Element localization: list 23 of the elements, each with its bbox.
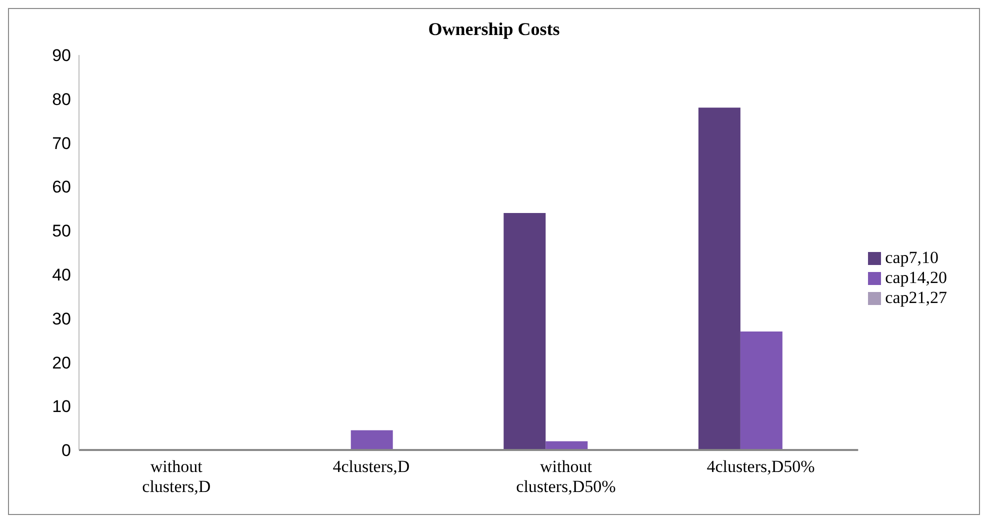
y-tick-label: 60 — [52, 178, 71, 197]
bar — [546, 441, 588, 450]
y-tick-label: 20 — [52, 353, 71, 372]
y-tick-label: 70 — [52, 134, 71, 153]
x-tick-label: without clusters,D — [142, 457, 211, 496]
y-tick-label: 40 — [52, 265, 71, 284]
legend-label: cap21,27 — [885, 288, 947, 306]
y-tick-label: 30 — [52, 309, 71, 328]
bar — [740, 332, 782, 450]
x-tick-label: 4clusters,D — [332, 457, 410, 476]
legend-label: cap7,10 — [885, 248, 938, 266]
y-tick-label: 0 — [62, 441, 71, 460]
y-tick-label: 10 — [52, 397, 71, 416]
chart-title: Ownership Costs — [427, 19, 561, 41]
y-tick-label: 50 — [52, 222, 71, 241]
x-tick-label: without clusters,D50% — [516, 457, 616, 496]
bar — [504, 213, 546, 450]
legend-label: cap14,20 — [885, 268, 947, 286]
bar — [350, 430, 393, 450]
y-tick-label: 90 — [52, 46, 71, 66]
y-tick-label: 80 — [52, 90, 71, 109]
x-tick-label: 4clusters,D50% — [706, 457, 815, 476]
bar — [698, 108, 740, 450]
